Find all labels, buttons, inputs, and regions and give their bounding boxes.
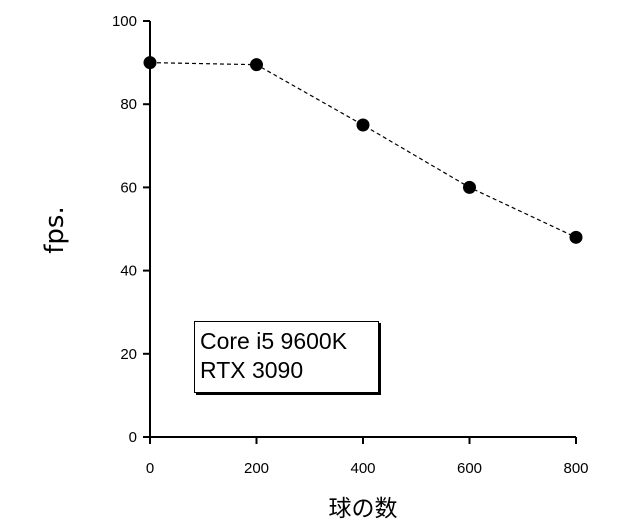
x-tick-label: 200 [244,460,269,477]
ticks: 0 20 40 60 80 100 0 200 400 600 800 [112,13,589,477]
y-tick-label: 80 [120,96,137,113]
y-axis-title: fps. [40,206,70,253]
x-tick-label: 600 [457,460,482,477]
series-line [149,62,577,238]
data-point [463,180,476,194]
y-tick-label: 20 [120,346,137,363]
y-tick-label: 0 [129,429,137,446]
x-tick-label: 0 [146,460,154,477]
y-tick-label: 40 [120,263,137,280]
y-tick-label: 100 [112,13,137,30]
data-point [143,56,157,70]
data-point [250,58,263,72]
x-axis-title: 球の数 [329,496,398,522]
y-tick-label: 60 [120,179,137,196]
annotation-box: Core i5 9600K RTX 3090 [194,321,379,393]
x-tick-label: 800 [563,460,588,477]
annotation-line-gpu: RTX 3090 [200,357,304,383]
series [143,56,583,244]
data-point [569,230,583,244]
data-point [356,118,370,132]
annotation-line-cpu: Core i5 9600K [200,328,348,354]
x-tick-label: 400 [350,460,375,477]
